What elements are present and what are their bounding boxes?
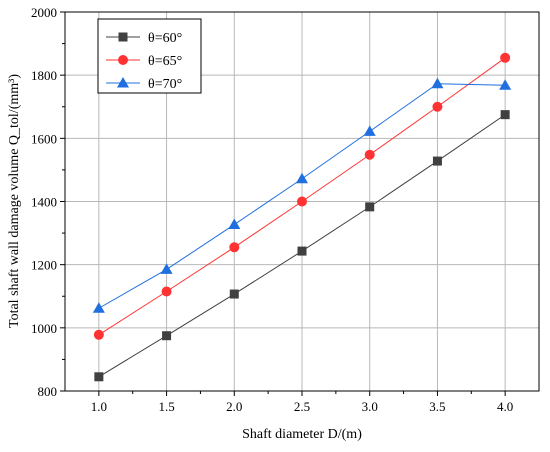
legend-items: θ=60° θ=65° θ=70° xyxy=(106,31,182,92)
series-layer xyxy=(92,52,512,382)
legend: θ=60° θ=65° θ=70° xyxy=(97,18,202,94)
legend-box xyxy=(97,18,202,94)
data-point-triangle xyxy=(92,302,105,313)
axis-layer: 1.0 1.5 2.0 2.5 3.0 3.5 4.0 800 1000 1200 1400 1600… xyxy=(31,5,513,414)
data-point-circle xyxy=(432,101,443,112)
data-point-triangle xyxy=(296,172,308,184)
data-point-circle xyxy=(229,242,240,253)
x-tick-label: 2.0 xyxy=(226,399,242,414)
data-point-square xyxy=(365,202,375,212)
data-point-triangle xyxy=(431,77,444,89)
data-point-circle xyxy=(161,286,172,297)
data-point-triangle xyxy=(363,125,376,136)
data-point-triangle xyxy=(228,218,241,230)
x-tick-label: 4.0 xyxy=(497,399,513,414)
y-tick-label: 1200 xyxy=(31,258,57,273)
data-point-circle xyxy=(297,196,307,207)
y-tick-label: 1000 xyxy=(31,321,57,336)
y-tick-label: 2000 xyxy=(31,5,57,20)
data-point-circle xyxy=(93,329,104,340)
legend-label: θ=60° xyxy=(148,31,182,46)
legend-marker-circle xyxy=(118,55,128,65)
y-tick-label: 1600 xyxy=(31,131,57,146)
data-point-square xyxy=(229,289,239,299)
data-point-square xyxy=(162,331,172,341)
legend-marker-square xyxy=(118,32,128,42)
data-point-triangle xyxy=(160,263,173,274)
x-tick-label: 1.0 xyxy=(91,399,107,414)
y-tick-label: 800 xyxy=(38,384,58,399)
data-point-triangle xyxy=(499,79,512,90)
data-point-circle xyxy=(364,149,375,160)
data-point-circle xyxy=(500,52,511,63)
x-axis-title: Shaft diameter D/(m) xyxy=(242,427,362,442)
data-point-square xyxy=(432,156,442,166)
x-tick-label: 1.5 xyxy=(158,399,174,414)
y-tick-label: 1400 xyxy=(31,195,57,210)
y-axis-title: Total shaft wall damage volume Q_tol/(mm… xyxy=(7,74,22,328)
data-point-square xyxy=(297,246,307,256)
x-tick-label: 3.5 xyxy=(429,399,445,414)
legend-marker-triangle xyxy=(117,77,129,88)
data-point-square xyxy=(500,110,510,120)
legend-label: θ=70° xyxy=(148,77,182,92)
y-tick-label: 1800 xyxy=(31,68,57,83)
x-tick-label: 3.0 xyxy=(362,399,378,414)
data-point-square xyxy=(94,372,104,382)
x-tick-label: 2.5 xyxy=(294,399,310,414)
legend-label: θ=65° xyxy=(148,54,182,69)
